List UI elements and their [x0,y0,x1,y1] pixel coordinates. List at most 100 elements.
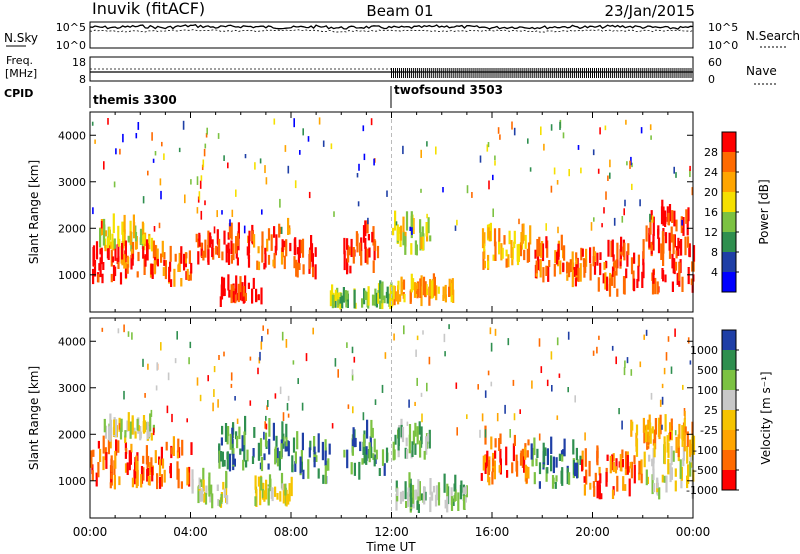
data-cell [147,170,149,176]
data-cell [561,467,564,486]
data-cell [296,247,300,255]
data-cell [621,449,624,459]
data-cell [683,432,686,452]
data-cell [614,466,618,474]
data-cell [487,370,490,376]
data-cell [633,455,636,464]
data-cell [114,450,117,469]
colorbar-tick-label: -25 [700,424,718,437]
data-cell [139,426,142,441]
data-cell [399,491,403,504]
data-cell [417,479,420,497]
data-cell [477,384,479,390]
data-cell [129,231,132,246]
data-cell [146,243,149,261]
data-cell [490,381,493,387]
data-cell [117,440,120,453]
data-cell [374,240,377,251]
data-cell [538,338,541,347]
data-cell [669,422,672,434]
data-cell [236,418,239,424]
data-cell [302,128,304,136]
data-cell [239,276,242,293]
data-cell [540,242,543,258]
data-cell [273,226,276,238]
data-cell [146,421,149,440]
data-cell [313,446,316,455]
data-cell [412,430,415,445]
data-cell [136,271,139,278]
data-cell [282,483,285,504]
data-cell [156,258,159,267]
data-cell [566,261,569,274]
data-cell [176,331,178,340]
data-cell [131,332,133,340]
data-cell [523,456,526,473]
data-cell [350,238,353,257]
nave-bars [391,68,694,78]
data-cell [630,156,632,166]
data-cell [434,494,438,507]
data-cell [494,241,497,261]
data-cell [260,476,263,491]
data-cell [203,148,206,157]
data-cell [681,425,684,440]
data-cell [654,277,657,295]
data-cell [410,273,413,293]
data-cell [491,471,494,485]
data-cell [349,265,352,274]
data-cell [160,446,163,466]
data-cell [455,382,458,389]
data-cell [134,431,137,439]
data-cell [633,278,636,292]
data-cell [251,230,254,242]
data-cell [483,232,486,246]
beam-title: Beam 01 [366,2,433,20]
data-cell [669,463,672,483]
data-cell [119,148,121,155]
data-cell [651,279,655,295]
data-cell [494,450,497,459]
data-cell [372,296,375,304]
data-cell [308,447,311,458]
data-cell [284,483,287,496]
data-cell [92,245,96,266]
data-cell [279,491,282,502]
data-cell [599,262,602,276]
data-cell [406,448,409,459]
data-cell [218,238,221,258]
data-cell [403,294,406,303]
data-cell [259,438,263,457]
data-cell [112,265,116,281]
data-cell [627,466,631,473]
data-cell [593,486,596,497]
data-cell [223,488,226,498]
data-cell [636,278,639,288]
data-cell [526,450,529,458]
data-cell [97,440,100,449]
data-cell [653,483,656,493]
data-cell [517,243,520,262]
data-cell [99,257,102,278]
data-cell [392,227,395,236]
data-cell [301,402,304,411]
time-tick-label: 00:00 [73,525,108,539]
data-cell [381,449,385,466]
data-cell [161,458,165,469]
data-cell [431,280,434,299]
data-cell [482,455,485,471]
data-cell [103,418,106,433]
data-cell [679,459,682,479]
data-cell [527,439,530,446]
data-cell [563,245,566,261]
data-cell [395,480,398,492]
data-cell [281,421,284,442]
data-cell [199,180,202,189]
data-cell [149,462,152,476]
data-cell [488,230,492,242]
colorbar-swatch [722,192,736,212]
data-cell [464,486,467,495]
data-cell [401,426,405,443]
data-cell [416,289,420,298]
data-cell [409,226,411,232]
